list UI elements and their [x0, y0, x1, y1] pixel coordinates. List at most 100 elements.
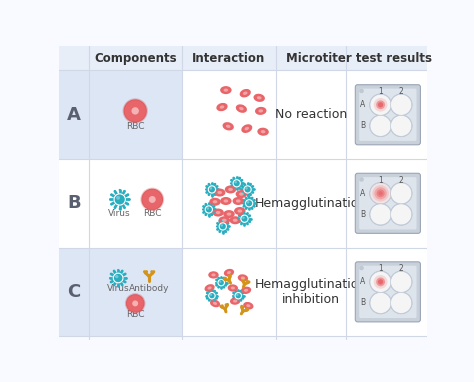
Circle shape: [376, 100, 385, 109]
Circle shape: [117, 269, 119, 271]
Circle shape: [216, 298, 217, 299]
Text: Antibody: Antibody: [129, 284, 169, 293]
Circle shape: [246, 208, 247, 209]
Circle shape: [228, 226, 229, 227]
Ellipse shape: [261, 130, 265, 133]
Circle shape: [254, 206, 255, 207]
Circle shape: [216, 279, 217, 280]
Ellipse shape: [208, 286, 212, 290]
Circle shape: [241, 180, 243, 181]
Circle shape: [231, 180, 232, 181]
Circle shape: [127, 194, 129, 196]
Circle shape: [225, 279, 227, 280]
Ellipse shape: [233, 299, 237, 303]
FancyBboxPatch shape: [346, 248, 427, 336]
Circle shape: [239, 177, 240, 179]
Circle shape: [215, 282, 217, 283]
Circle shape: [219, 220, 220, 222]
Circle shape: [370, 115, 391, 136]
Ellipse shape: [219, 216, 230, 224]
Circle shape: [250, 194, 251, 196]
Circle shape: [359, 177, 364, 182]
Circle shape: [209, 300, 210, 301]
Ellipse shape: [241, 277, 245, 280]
Circle shape: [211, 204, 213, 205]
Circle shape: [248, 196, 250, 198]
Circle shape: [238, 221, 240, 222]
Ellipse shape: [231, 286, 235, 290]
Ellipse shape: [226, 125, 230, 128]
Circle shape: [242, 292, 244, 294]
Ellipse shape: [225, 185, 236, 193]
Text: A: A: [360, 277, 365, 286]
Circle shape: [391, 293, 412, 314]
Circle shape: [370, 293, 391, 314]
Circle shape: [222, 220, 223, 221]
FancyBboxPatch shape: [59, 46, 427, 71]
Ellipse shape: [239, 107, 244, 110]
Circle shape: [131, 107, 139, 115]
Ellipse shape: [254, 94, 265, 102]
Circle shape: [237, 218, 239, 219]
Circle shape: [207, 292, 208, 294]
Circle shape: [110, 203, 112, 205]
Circle shape: [233, 180, 240, 187]
Ellipse shape: [220, 86, 232, 94]
FancyBboxPatch shape: [346, 159, 427, 248]
Text: 1: 1: [378, 264, 383, 273]
Circle shape: [216, 285, 217, 286]
Ellipse shape: [220, 197, 232, 205]
Circle shape: [218, 287, 219, 288]
Circle shape: [214, 183, 216, 185]
Circle shape: [390, 94, 412, 116]
Circle shape: [208, 215, 210, 216]
Ellipse shape: [236, 199, 241, 202]
Ellipse shape: [227, 271, 231, 274]
Circle shape: [247, 183, 248, 184]
FancyBboxPatch shape: [182, 248, 276, 336]
Circle shape: [243, 206, 245, 207]
Ellipse shape: [224, 199, 228, 202]
Circle shape: [374, 98, 387, 112]
Circle shape: [391, 115, 412, 136]
Ellipse shape: [211, 274, 216, 277]
FancyBboxPatch shape: [59, 71, 89, 159]
Circle shape: [228, 229, 229, 230]
Circle shape: [390, 115, 412, 137]
Circle shape: [128, 104, 143, 118]
Circle shape: [205, 214, 207, 215]
Circle shape: [244, 212, 245, 213]
Ellipse shape: [257, 96, 262, 99]
Circle shape: [217, 192, 218, 193]
Ellipse shape: [227, 212, 231, 216]
Circle shape: [249, 221, 250, 222]
Circle shape: [254, 199, 255, 201]
Circle shape: [390, 292, 412, 314]
Circle shape: [252, 186, 254, 187]
Circle shape: [240, 290, 242, 291]
Ellipse shape: [246, 304, 250, 307]
Circle shape: [230, 183, 231, 184]
Circle shape: [126, 277, 127, 279]
Circle shape: [233, 298, 234, 299]
Circle shape: [373, 185, 389, 202]
Ellipse shape: [228, 284, 238, 292]
Circle shape: [124, 273, 126, 275]
Circle shape: [211, 290, 212, 291]
FancyBboxPatch shape: [346, 71, 427, 159]
Circle shape: [205, 189, 207, 190]
Text: 2: 2: [399, 264, 403, 273]
Circle shape: [110, 273, 112, 275]
Circle shape: [235, 181, 237, 183]
Circle shape: [207, 298, 208, 299]
Circle shape: [202, 209, 203, 210]
Text: 2: 2: [399, 87, 403, 96]
Ellipse shape: [213, 302, 217, 305]
Circle shape: [118, 189, 121, 191]
Ellipse shape: [258, 109, 263, 113]
Circle shape: [110, 194, 112, 196]
Circle shape: [244, 186, 251, 193]
FancyBboxPatch shape: [359, 177, 417, 230]
Text: Components: Components: [94, 52, 176, 65]
FancyBboxPatch shape: [356, 85, 420, 145]
